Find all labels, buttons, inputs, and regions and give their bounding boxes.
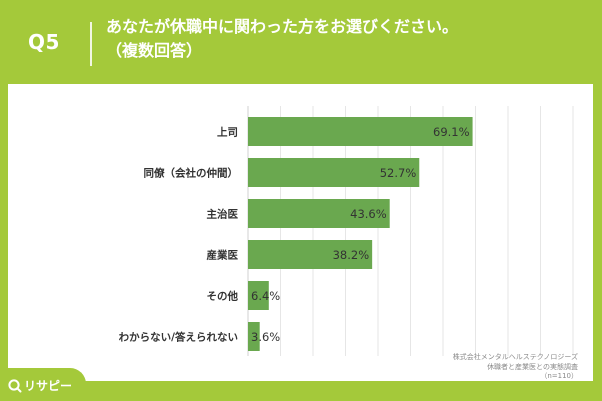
source-line-3: （n=110）: [540, 372, 578, 380]
value-label: 3.6%: [251, 330, 280, 344]
bar: [248, 240, 373, 269]
bar: [248, 158, 420, 187]
brand-name: リサピー: [24, 379, 73, 393]
question-line-1: あなたが休職中に関わった方をお選びください。: [106, 17, 459, 36]
question-number: Q5: [28, 30, 60, 54]
value-label: 6.4%: [251, 289, 280, 303]
value-label: 38.2%: [333, 248, 370, 262]
source-line-2: 休職者と産業医との実態調査: [487, 362, 578, 371]
brand-mark-icon: [8, 379, 22, 393]
chart-card: 上司 69.1% 同僚（会社の仲間） 52.7% 主治医 43.6% 産業医 38.2% その他…: [8, 84, 593, 381]
header: Q5 あなたが休職中に関わった方をお選びください。 （複数回答）: [0, 0, 602, 84]
value-label: 43.6%: [350, 207, 387, 221]
category-label: わからない/答えられない: [119, 331, 238, 344]
value-label: 69.1%: [433, 125, 470, 139]
category-label: 主治医: [207, 208, 239, 221]
category-label: 同僚（会社の仲間）: [144, 167, 239, 180]
source-note: 株式会社メンタルヘルステクノロジーズ 休職者と産業医との実態調査 （n=110）: [453, 353, 578, 382]
source-line-1: 株式会社メンタルヘルステクノロジーズ: [452, 353, 578, 361]
category-label: その他: [207, 290, 239, 303]
bar: [248, 281, 269, 310]
category-label: 上司: [217, 126, 238, 139]
bar-chart: 上司 69.1% 同僚（会社の仲間） 52.7% 主治医 43.6% 産業医 38.2% その他…: [119, 106, 574, 356]
brand-logo: リサピー: [8, 377, 72, 394]
bar: [248, 117, 473, 146]
brand-footer: リサピー: [0, 368, 86, 401]
question-line-2: （複数回答）: [106, 41, 203, 60]
value-label: 52.7%: [380, 166, 417, 180]
bar: [248, 199, 390, 228]
category-label: 産業医: [207, 249, 239, 262]
bar: [248, 322, 260, 351]
header-divider: [90, 22, 92, 66]
question-text: あなたが休職中に関わった方をお選びください。 （複数回答）: [106, 15, 458, 63]
